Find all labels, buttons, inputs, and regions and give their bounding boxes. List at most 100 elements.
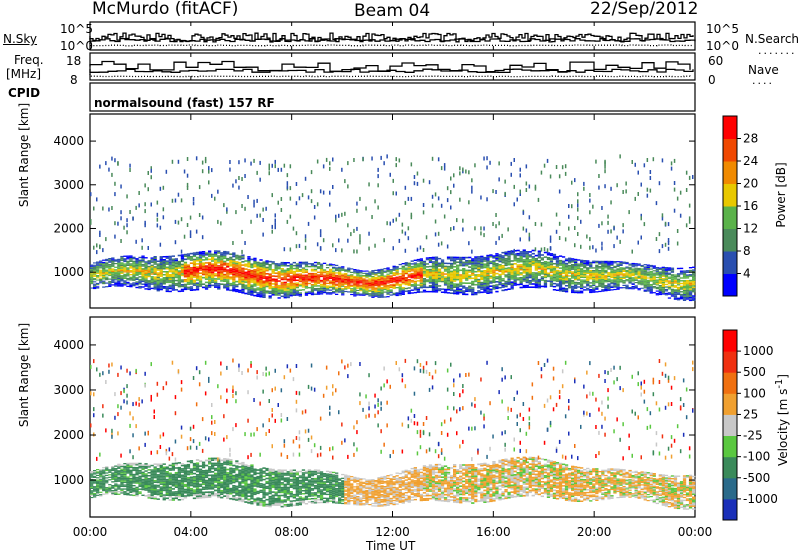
heatmap-cell (673, 294, 678, 296)
heatmap-cell (241, 254, 245, 257)
heatmap-cell (558, 255, 563, 257)
heatmap-cell (667, 286, 672, 289)
heatmap-cell (356, 269, 360, 271)
heatmap-cell (186, 223, 189, 227)
heatmap-cell (183, 271, 188, 273)
heatmap-cell (108, 273, 112, 275)
heatmap-cell (371, 281, 375, 283)
heatmap-cell (356, 279, 360, 281)
heatmap-cell (316, 278, 321, 280)
heatmap-cell (93, 262, 97, 264)
heatmap-cell (456, 269, 460, 271)
heatmap-cell (649, 276, 653, 279)
heatmap-cell (235, 266, 239, 268)
heatmap-cell (483, 260, 487, 262)
heatmap-cell (235, 264, 239, 267)
heatmap-cell (359, 276, 363, 278)
heatmap-cell (341, 267, 345, 269)
heatmap-cell (90, 486, 94, 488)
heatmap-cell (574, 267, 578, 269)
heatmap-cell (96, 483, 100, 485)
heatmap-cell (604, 274, 608, 277)
heatmap-cell (123, 492, 127, 494)
heatmap-cell (144, 265, 148, 267)
heatmap-cell (138, 285, 142, 288)
heatmap-cell (126, 263, 130, 265)
heatmap-cell (628, 270, 632, 272)
heatmap-cell (492, 268, 496, 270)
heatmap-cell (126, 393, 128, 398)
heatmap-cell (368, 293, 372, 295)
heatmap-cell (374, 289, 378, 291)
heatmap-cell (356, 271, 360, 273)
heatmap-cell (310, 291, 315, 293)
heatmap-cell (304, 263, 309, 265)
heatmap-cell (504, 257, 508, 260)
heatmap-cell (592, 287, 596, 289)
heatmap-cell (265, 266, 269, 269)
heatmap-cell (492, 270, 496, 272)
heatmap-cell (332, 270, 336, 272)
heatmap-cell (168, 456, 171, 461)
heatmap-cell (546, 158, 549, 163)
heatmap-cell (180, 265, 185, 267)
heatmap-cell (265, 280, 269, 283)
heatmap-cell (289, 291, 293, 294)
heatmap-cell (120, 259, 124, 262)
heatmap-cell (661, 284, 665, 286)
heatmap-cell (156, 281, 160, 283)
heatmap-cell (271, 294, 275, 296)
heatmap-cell (174, 198, 177, 203)
heatmap-cell (589, 263, 593, 265)
heatmap-cell (392, 281, 396, 283)
heatmap-cell (634, 162, 636, 167)
heatmap-cell (244, 286, 248, 288)
heatmap-cell (144, 209, 146, 214)
heatmap-cell (437, 265, 442, 267)
heatmap-cell (574, 283, 578, 285)
heatmap-cell (208, 283, 212, 285)
heatmap-cell (171, 287, 175, 290)
heatmap-cell (141, 465, 145, 468)
heatmap-cell (295, 269, 299, 271)
heatmap-cell (592, 278, 596, 280)
heatmap-cell (670, 290, 675, 292)
heatmap-cell (655, 270, 659, 272)
heatmap-cell (217, 257, 221, 259)
heatmap-cell (667, 283, 672, 285)
heatmap-cell (189, 215, 192, 220)
heatmap-cell (96, 487, 100, 489)
heatmap-cell (96, 277, 100, 279)
heatmap-cell (341, 280, 345, 282)
heatmap-cell (195, 275, 200, 278)
heatmap-cell (96, 269, 100, 271)
heatmap-cell (280, 295, 284, 298)
heatmap-cell (682, 282, 687, 285)
heatmap-cell (661, 274, 665, 276)
heatmap-cell (171, 276, 175, 279)
heatmap-cell (664, 292, 669, 295)
heatmap-cell (153, 272, 157, 274)
heatmap-cell (147, 477, 151, 480)
heatmap-cell (604, 288, 608, 291)
heatmap-cell (564, 262, 569, 265)
heatmap-cell (410, 270, 414, 272)
heatmap-cell (150, 487, 154, 489)
heatmap-cell (329, 161, 331, 166)
heatmap-cell (250, 290, 254, 293)
heatmap-cell (664, 279, 669, 282)
heatmap-cell (235, 280, 239, 283)
heatmap-cell (123, 264, 127, 266)
heatmap-cell (120, 271, 124, 273)
heatmap-cell (226, 209, 228, 214)
heatmap-cell (568, 272, 572, 274)
heatmap-cell (108, 270, 112, 272)
heatmap-cell (528, 270, 532, 272)
heatmap-cell (286, 286, 290, 288)
heatmap-cell (99, 475, 103, 477)
heatmap-cell (673, 208, 676, 213)
heatmap-cell (274, 289, 278, 292)
heatmap-cell (153, 496, 157, 498)
heatmap-cell (256, 284, 260, 286)
heatmap-cell (277, 266, 281, 268)
